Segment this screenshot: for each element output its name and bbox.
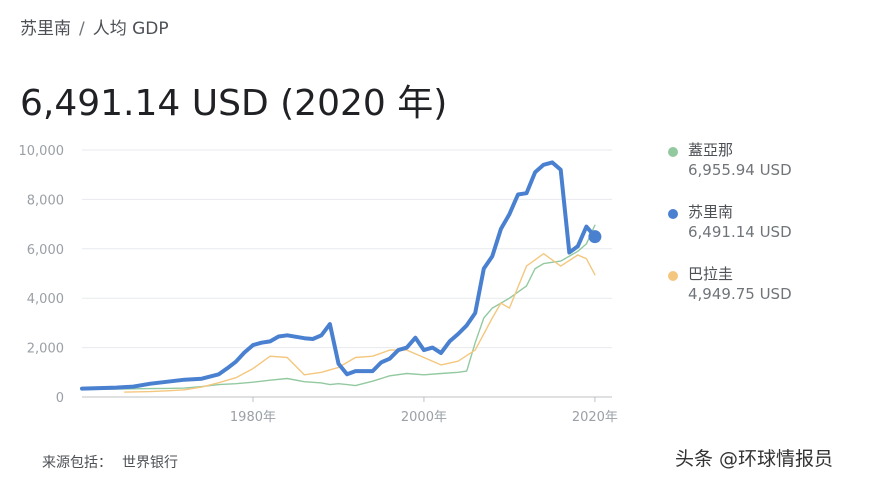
y-tick-label: 0 bbox=[56, 391, 64, 406]
watermark-text: 头条 @环球情报员 bbox=[675, 448, 834, 470]
x-axis-tick-labels: 1980年 2000年 2020年 bbox=[230, 410, 618, 425]
y-axis-tick-labels: 0 2,000 4,000 6,000 8,000 10,000 bbox=[19, 144, 65, 406]
chart-legend: 蓋亞那 6,955.94 USD 苏里南 6,491.14 USD 巴拉圭 4,… bbox=[668, 140, 792, 326]
legend-value: 6,955.94 USD bbox=[688, 161, 792, 179]
highlight-point bbox=[588, 230, 602, 244]
x-tick-label: 1980年 bbox=[230, 410, 276, 425]
source-provider-link[interactable]: 世界银行 bbox=[122, 455, 178, 471]
breadcrumb-metric: 人均 GDP bbox=[92, 19, 169, 39]
y-tick-label: 8,000 bbox=[27, 193, 64, 208]
legend-dot-icon bbox=[668, 147, 678, 157]
chart-series bbox=[80, 160, 602, 393]
x-tick-label: 2000年 bbox=[401, 410, 447, 425]
legend-item-paraguay[interactable]: 巴拉圭 4,949.75 USD bbox=[668, 264, 792, 304]
legend-name: 苏里南 bbox=[688, 203, 734, 221]
headline-value: 6,491.14 USD (2020 年) bbox=[20, 83, 448, 124]
legend-dot-icon bbox=[668, 209, 678, 219]
legend-item-guyana[interactable]: 蓋亞那 6,955.94 USD bbox=[668, 140, 792, 180]
series-line-蓋亞那 bbox=[81, 224, 596, 391]
y-tick-label: 4,000 bbox=[27, 292, 64, 307]
legend-item-suriname[interactable]: 苏里南 6,491.14 USD bbox=[668, 202, 792, 242]
y-tick-label: 10,000 bbox=[19, 144, 65, 159]
legend-dot-icon bbox=[668, 271, 678, 281]
legend-name: 巴拉圭 bbox=[688, 265, 734, 283]
breadcrumb: 苏里南 / 人均 GDP bbox=[20, 14, 169, 39]
legend-value: 4,949.75 USD bbox=[688, 285, 792, 303]
x-tick-label: 2020年 bbox=[572, 410, 618, 425]
source-note: 来源包括： 世界银行 bbox=[42, 452, 178, 472]
series-line-巴拉圭 bbox=[123, 252, 596, 393]
y-tick-label: 2,000 bbox=[27, 342, 64, 357]
chart-gridlines bbox=[82, 149, 612, 402]
y-tick-label: 6,000 bbox=[27, 243, 64, 258]
source-label: 来源包括： bbox=[42, 455, 112, 471]
breadcrumb-separator: / bbox=[79, 19, 85, 39]
legend-name: 蓋亞那 bbox=[688, 141, 734, 159]
series-line-苏里南 bbox=[80, 160, 597, 391]
legend-value: 6,491.14 USD bbox=[688, 223, 792, 241]
breadcrumb-country[interactable]: 苏里南 bbox=[20, 19, 71, 39]
